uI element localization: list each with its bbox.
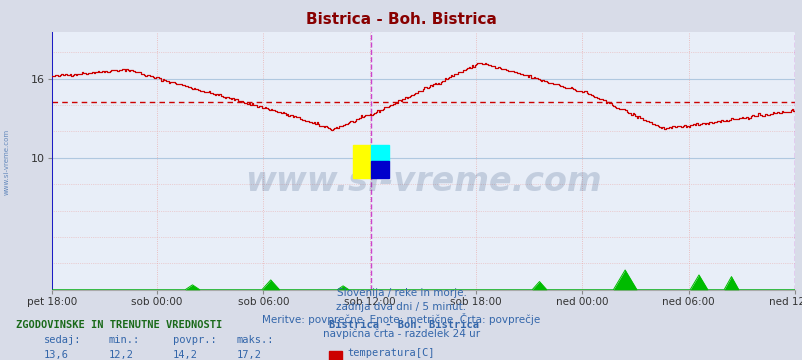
Bar (353, 145, 371, 177)
Text: temperatura[C]: temperatura[C] (346, 348, 434, 359)
Text: ZGODOVINSKE IN TRENUTNE VREDNOSTI: ZGODOVINSKE IN TRENUTNE VREDNOSTI (16, 320, 222, 330)
Text: 14,2: 14,2 (172, 350, 197, 360)
Text: Slovenija / reke in morje.: Slovenija / reke in morje. (336, 288, 466, 298)
Text: www.si-vreme.com: www.si-vreme.com (3, 129, 10, 195)
Text: 17,2: 17,2 (237, 350, 261, 360)
Text: Meritve: povprečne  Enote: metrične  Črta: povprečje: Meritve: povprečne Enote: metrične Črta:… (262, 313, 540, 325)
Text: navpična črta - razdelek 24 ur: navpična črta - razdelek 24 ur (322, 328, 480, 339)
Text: 13,6: 13,6 (44, 350, 69, 360)
Text: min.:: min.: (108, 335, 140, 345)
Text: Bistrica - Boh. Bistrica: Bistrica - Boh. Bistrica (306, 12, 496, 27)
Bar (371, 161, 388, 177)
Text: maks.:: maks.: (237, 335, 274, 345)
Text: 12,2: 12,2 (108, 350, 133, 360)
Text: sedaj:: sedaj: (44, 335, 82, 345)
Bar (371, 145, 388, 161)
Text: www.si-vreme.com: www.si-vreme.com (245, 165, 602, 198)
Text: zadnja dva dni / 5 minut.: zadnja dva dni / 5 minut. (336, 302, 466, 312)
Text: Bistrica - Boh. Bistrica: Bistrica - Boh. Bistrica (329, 320, 479, 330)
Text: povpr.:: povpr.: (172, 335, 216, 345)
